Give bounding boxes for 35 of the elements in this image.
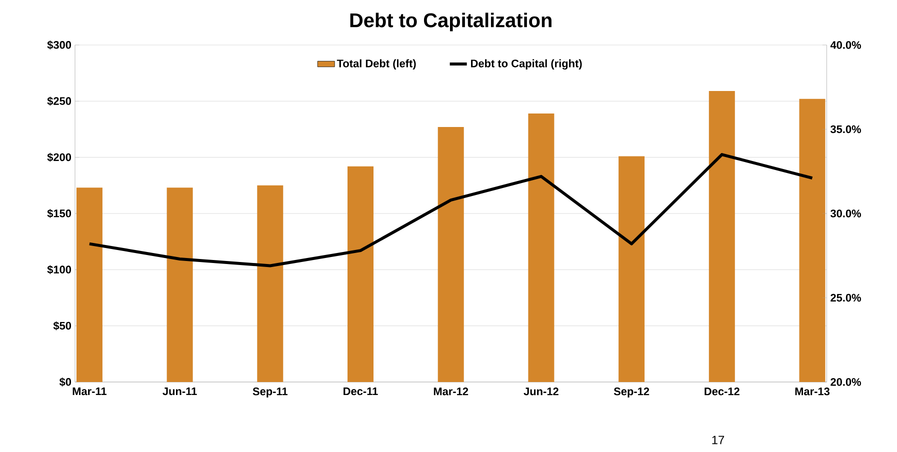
y2-tick-label: 20.0%	[830, 378, 862, 386]
bar	[618, 156, 645, 382]
y-tick-label: $300	[47, 40, 72, 50]
x-tick-label: Jun-11	[162, 388, 197, 396]
chart-title: Debt to Capitalization	[350, 12, 552, 32]
y-tick-label: $200	[47, 152, 72, 162]
y-tick-label: $150	[47, 209, 72, 218]
x-tick-label: Mar-11	[72, 388, 106, 396]
legend-label: Total Debt (left)	[336, 59, 416, 70]
y2-tick-label: 25.0%	[830, 294, 862, 302]
x-tick-label: Dec-11	[344, 388, 378, 396]
line-series	[88, 153, 814, 268]
y-tick-label: $100	[47, 265, 72, 274]
bar	[348, 166, 374, 382]
bar	[257, 185, 284, 382]
y2-tick-label: 35.0%	[830, 125, 862, 134]
y2-tick-label: 40.0%	[830, 41, 862, 49]
x-tick-label: Jun-12	[524, 388, 558, 396]
bar	[438, 127, 464, 382]
y-tick-label: $250	[47, 96, 72, 106]
x-tick-label: Sep-12	[614, 388, 650, 398]
x-tick-label: Mar-13	[795, 388, 830, 396]
bar	[166, 188, 193, 382]
y-tick-label: $50	[53, 321, 72, 330]
text: 17	[712, 436, 724, 444]
bar	[528, 114, 554, 382]
legend-label: Debt to Capital (right)	[471, 59, 582, 70]
x-tick-label: Dec-12	[704, 388, 740, 396]
x-tick-label: Sep-11	[252, 388, 288, 398]
bar	[76, 188, 102, 382]
bar	[799, 98, 826, 382]
y-tick-label: $0	[59, 378, 72, 386]
bar	[708, 91, 735, 382]
y2-tick-label: 30.0%	[830, 210, 862, 218]
x-tick-label: Mar-12	[434, 388, 468, 396]
